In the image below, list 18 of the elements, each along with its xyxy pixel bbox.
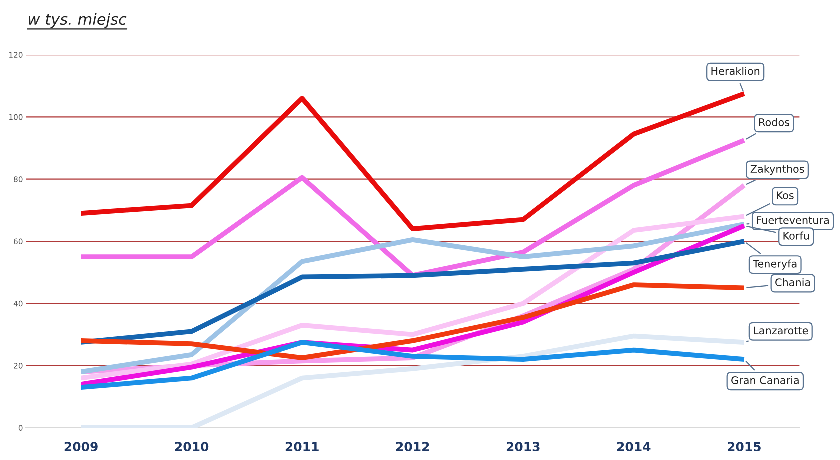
text: Kos	[777, 192, 794, 200]
x-tick-label: 2015	[728, 442, 761, 452]
series-label: Zakynthos	[750, 164, 804, 176]
series-label: Gran Canaria	[732, 376, 799, 384]
text: Heraklion	[712, 67, 760, 76]
x-tick-label: 2009	[64, 442, 98, 452]
x-tick-label: 2012	[396, 442, 430, 452]
x-tick-label: 2014	[617, 442, 651, 452]
chart-title: w tys. miejsc	[29, 13, 127, 28]
series-label: Lanzarotte	[754, 326, 808, 335]
x-tick-label: 2011	[286, 442, 319, 452]
series-label: Fuerteventura	[757, 216, 829, 224]
text: Korfu	[784, 232, 810, 240]
text: Chania	[776, 278, 810, 286]
series-label: Rodos	[760, 118, 790, 126]
x-tick-label: 2013	[506, 442, 540, 452]
series-label: Teneryfa	[753, 260, 797, 270]
x-tick-label: 2010	[175, 442, 209, 452]
